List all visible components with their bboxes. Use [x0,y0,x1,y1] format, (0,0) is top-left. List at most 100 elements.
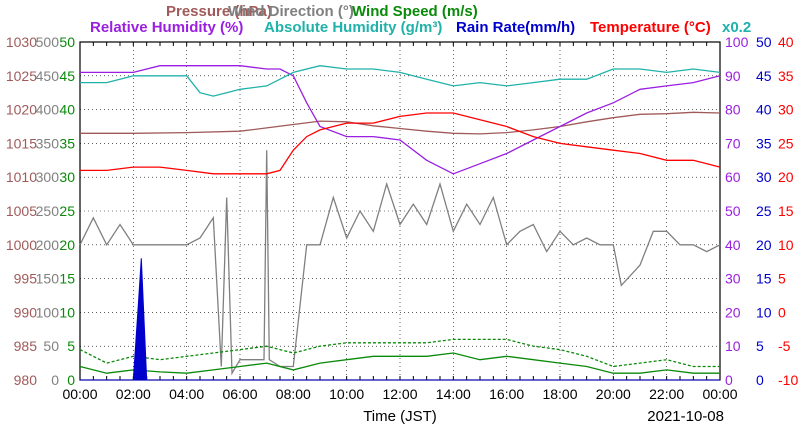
x-tick-label: 10:00 [329,386,364,402]
x-tick-label: 02:00 [116,386,151,402]
y-tick-wind-speed: 35 [59,135,75,151]
legend-wind-speed: Wind Speed (m/s) [352,3,478,20]
series-pressure-hpa [80,111,721,135]
x-tick-label: 12:00 [382,386,417,402]
plot-area [79,65,721,381]
x-tick-label: 18:00 [542,386,577,402]
series-relative-humidity [80,65,721,175]
legend-scale-note: x0.2 [722,19,751,36]
x-tick-label: 08:00 [276,386,311,402]
y-axes: 9809859909951000100510101015102010251030… [6,34,799,388]
y-tick-relative-humidity: 100 [725,34,749,50]
y-tick-wind-speed: 20 [59,237,75,253]
y-tick-rain-rate: 5 [756,338,764,354]
x-tick-label: 00:00 [702,386,737,402]
y-tick-pressure: 1025 [6,68,37,84]
y-tick-rain-rate: 15 [756,271,772,287]
series-temperature-c [80,112,721,175]
y-tick-relative-humidity: 0 [725,372,733,388]
series-wind-speed-m-s [79,352,720,374]
y-tick-rain-rate: 20 [756,237,772,253]
y-tick-rain-rate: 0 [756,372,764,388]
y-tick-temperature: 5 [778,271,786,287]
y-tick-pressure: 1030 [6,34,37,50]
legend-wind-direction: Wind Direction (°) [228,3,354,20]
y-tick-wind-direction: 250 [36,203,60,219]
x-tick-label: 20:00 [596,386,631,402]
y-tick-relative-humidity: 10 [725,338,741,354]
x-tick-label: 22:00 [649,386,684,402]
y-tick-pressure: 995 [14,271,38,287]
x-tick-label: 04:00 [169,386,204,402]
y-tick-pressure: 1010 [6,169,37,185]
y-tick-wind-speed: 5 [67,338,75,354]
series-absolute-humidity-g-m [80,65,721,97]
y-tick-rain-rate: 30 [756,169,772,185]
y-tick-pressure: 990 [14,304,38,320]
y-tick-relative-humidity: 50 [725,203,741,219]
x-axis: 00:00 02:00 04:00 06:00 08:00 10:00 12:00 14:00… [62,386,737,402]
y-tick-wind-direction: 0 [51,372,59,388]
y-tick-wind-direction: 350 [36,135,60,151]
y-tick-relative-humidity: 80 [725,102,741,118]
series-rain-rate-mm-h [80,258,720,381]
y-tick-relative-humidity: 70 [725,135,741,151]
y-tick-relative-humidity: 90 [725,68,741,84]
legend-pressure: Pressure (hPa) [166,3,272,20]
grid [79,41,721,381]
y-tick-rain-rate: 10 [756,304,772,320]
series-wind-gust-m-s [79,338,720,368]
y-tick-relative-humidity: 30 [725,271,741,287]
y-tick-rain-rate: 45 [756,68,772,84]
x-tick-label: 00:00 [62,386,97,402]
y-tick-wind-speed: 50 [59,34,75,50]
y-tick-temperature: 0 [778,304,786,320]
y-tick-temperature: 10 [778,237,794,253]
y-tick-relative-humidity: 20 [725,304,741,320]
y-tick-temperature: 40 [778,34,794,50]
y-tick-wind-speed: 30 [59,169,75,185]
y-tick-wind-direction: 100 [36,304,60,320]
y-tick-wind-direction: 450 [36,68,60,84]
y-tick-relative-humidity: 40 [725,237,741,253]
y-tick-wind-direction: 400 [36,102,60,118]
y-tick-temperature: 30 [778,102,794,118]
y-tick-wind-speed: 15 [59,271,75,287]
y-tick-pressure: 1000 [6,237,37,253]
legend-rain-rate: Rain Rate(mm/h) [456,19,575,36]
y-tick-pressure: 985 [14,338,38,354]
date-label: 2021-10-08 [647,408,724,425]
x-tick-label: 14:00 [436,386,471,402]
y-tick-rain-rate: 25 [756,203,772,219]
legend-temperature: Temperature (°C) [590,19,711,36]
y-tick-temperature: 25 [778,135,794,151]
y-tick-rain-rate: 40 [756,102,772,118]
series-wind-direction [79,150,721,376]
x-tick-label: 06:00 [222,386,257,402]
y-tick-temperature: 20 [778,169,794,185]
y-tick-relative-humidity: 60 [725,169,741,185]
y-tick-pressure: 1005 [6,203,37,219]
y-tick-wind-direction: 150 [36,271,60,287]
y-tick-wind-speed: 25 [59,203,75,219]
legend: Pressure (hPa) Wind Direction (°) Wind S… [90,3,751,36]
x-tick-label: 16:00 [489,386,524,402]
y-tick-wind-speed: 45 [59,68,75,84]
y-tick-pressure: 1020 [6,102,37,118]
y-tick-wind-speed: 10 [59,304,75,320]
y-tick-temperature: -5 [778,338,791,354]
y-tick-pressure: 1015 [6,135,37,151]
y-tick-wind-speed: 40 [59,102,75,118]
y-tick-wind-direction: 300 [36,169,60,185]
x-axis-label: Time (JST) [363,408,437,425]
y-tick-temperature: -10 [778,372,798,388]
legend-absolute-humidity: Absolute Humidity (g/m³) [264,19,442,36]
y-tick-temperature: 35 [778,68,794,84]
y-tick-wind-speed: 0 [67,372,75,388]
y-tick-wind-direction: 500 [36,34,60,50]
y-tick-temperature: 15 [778,203,794,219]
y-tick-wind-direction: 200 [36,237,60,253]
y-tick-rain-rate: 35 [756,135,772,151]
